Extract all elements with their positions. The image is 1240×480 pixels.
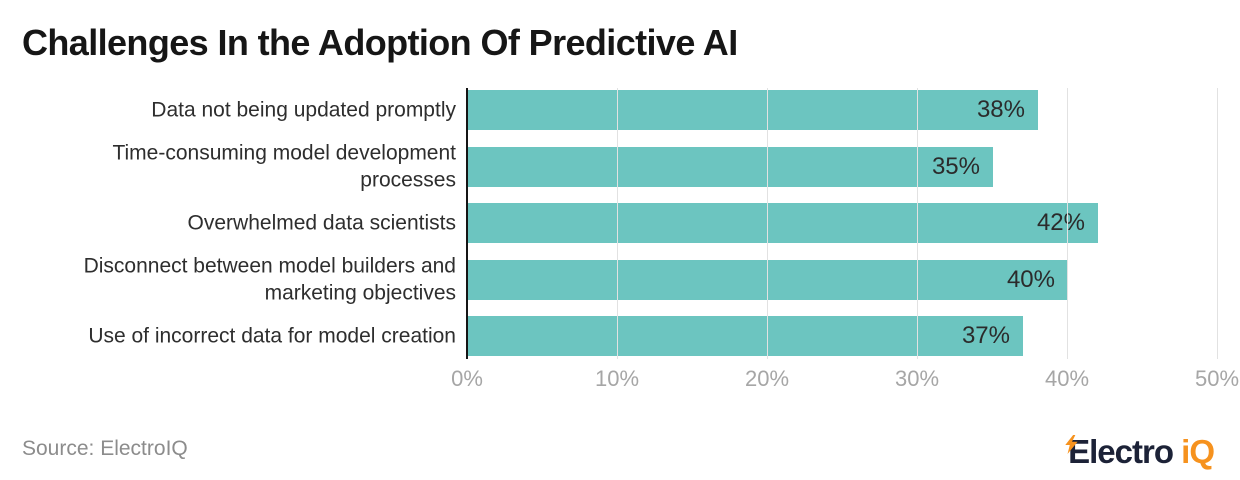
category-label: Use of incorrect data for model creation (88, 324, 456, 348)
chart-title: Challenges In the Adoption Of Predictive… (22, 22, 738, 63)
bar-rows: Data not being updated promptly 38% Time… (0, 90, 1240, 357)
y-axis-line (466, 88, 468, 359)
gridline (767, 88, 768, 359)
bar: 40% (468, 259, 1068, 300)
bar: 35% (468, 146, 993, 187)
category-label: Time-consuming model development process… (112, 141, 456, 192)
gridline (1067, 88, 1068, 359)
gridline (617, 88, 618, 359)
source-text: Source: ElectroIQ (22, 437, 188, 460)
x-tick-label: 30% (894, 366, 940, 391)
logo-text-dark-label: Electro (1068, 433, 1174, 470)
value-label: 42% (1036, 209, 1085, 237)
x-tick-label: 0% (451, 366, 483, 391)
value-label: 38% (976, 96, 1025, 123)
value-label: 35% (931, 152, 980, 180)
x-tick-label: 40% (1044, 366, 1090, 391)
category-label: Overwhelmed data scientists (187, 211, 456, 235)
category-label: Data not being updated promptly (151, 98, 456, 122)
category-label: Disconnect between model builders and ma… (83, 254, 456, 305)
gridline (1217, 88, 1218, 359)
lightning-bolt-icon (1065, 424, 1079, 462)
bar: 42% (468, 203, 1098, 244)
bar-row: Disconnect between model builders and ma… (0, 254, 1240, 305)
bar: 38% (468, 90, 1038, 130)
logo-text-dark: Electro (1065, 433, 1181, 470)
bar-row: Use of incorrect data for model creation… (0, 316, 1240, 357)
x-tick-label: 10% (594, 366, 640, 391)
bar-chart-plot-area: Data not being updated promptly 38% Time… (0, 82, 1240, 391)
value-label: 37% (961, 322, 1010, 350)
x-tick-label: 50% (1194, 366, 1240, 391)
electroiq-logo: Electro iQ (1065, 433, 1215, 471)
value-label: 40% (1006, 265, 1055, 293)
x-tick-label: 20% (744, 366, 790, 391)
gridline (917, 88, 918, 359)
bar-row: Time-consuming model development process… (0, 141, 1240, 192)
bar: 37% (468, 316, 1023, 357)
logo-text-accent: iQ (1181, 433, 1215, 470)
bar-row: Data not being updated promptly 38% (0, 90, 1240, 130)
bar-row: Overwhelmed data scientists 42% (0, 203, 1240, 244)
